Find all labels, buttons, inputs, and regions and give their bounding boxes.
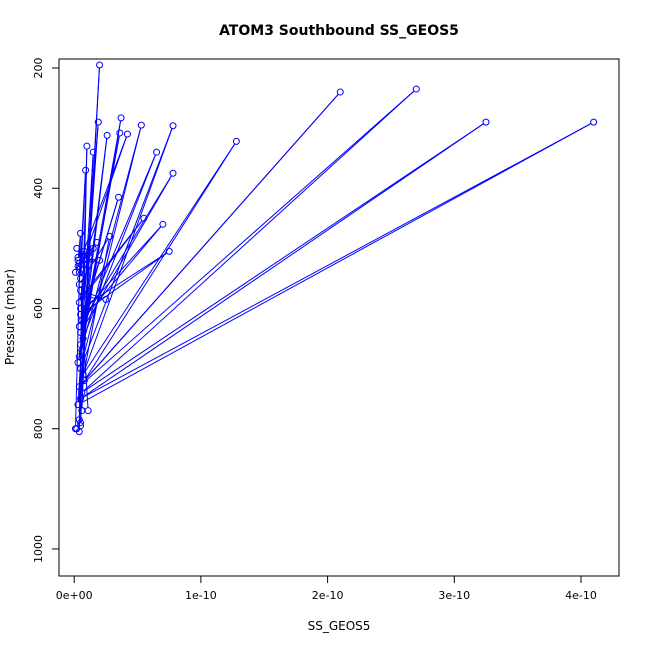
chart-title: ATOM3 Southbound SS_GEOS5 xyxy=(219,23,459,39)
data-point xyxy=(71,268,79,276)
data-point xyxy=(96,256,104,264)
series-line-segment xyxy=(80,121,121,342)
series-line-segment xyxy=(85,296,103,300)
series-line-segment xyxy=(81,257,97,261)
series-line-segment xyxy=(82,123,484,398)
data-point xyxy=(336,88,344,96)
series-line-segment xyxy=(78,128,141,360)
series-line-segment xyxy=(84,123,484,392)
data-point xyxy=(84,407,92,415)
data-point xyxy=(89,244,97,252)
data-point xyxy=(74,256,82,264)
y-axis: 200 400 600 800 1000 xyxy=(32,58,60,563)
series-line-segment xyxy=(81,251,93,276)
data-point xyxy=(94,118,102,126)
data-point xyxy=(75,323,83,331)
x-axis: 0e+00 1e-10 2e-10 3e-10 4e-10 xyxy=(56,575,597,602)
data-point xyxy=(79,371,87,379)
data-point xyxy=(78,389,86,397)
series-line-segment xyxy=(82,125,99,336)
data-point xyxy=(103,131,111,139)
data-point xyxy=(77,229,85,237)
data-point xyxy=(77,365,85,373)
data-point xyxy=(412,85,420,93)
data-point xyxy=(74,401,82,409)
series-line-segment xyxy=(82,200,119,318)
series-line-segment xyxy=(81,155,156,330)
data-point xyxy=(73,244,81,252)
data-point xyxy=(159,220,167,228)
series-line-segment xyxy=(78,137,127,264)
series-line-segment xyxy=(83,220,143,295)
series-line-segment xyxy=(83,252,167,308)
y-tick-label: 1000 xyxy=(32,535,45,563)
data-point xyxy=(153,148,161,156)
data-point xyxy=(96,61,104,69)
y-tick-label: 400 xyxy=(32,178,45,199)
y-tick-label: 800 xyxy=(32,418,45,439)
data-point xyxy=(123,130,131,138)
series-line-segment xyxy=(80,287,83,423)
series-line-segment xyxy=(82,260,97,264)
data-point xyxy=(85,253,93,261)
series-line-segment xyxy=(83,90,415,391)
data-point xyxy=(140,214,148,222)
data-point xyxy=(83,142,91,150)
series-line-segment xyxy=(86,94,339,379)
data-point xyxy=(169,122,177,130)
x-axis-label: SS_GEOS5 xyxy=(308,619,371,633)
data-point xyxy=(590,118,598,126)
series-line-segment xyxy=(81,90,415,385)
data-point xyxy=(232,137,240,145)
data-point xyxy=(80,247,88,255)
x-tick-label: 0e+00 xyxy=(56,589,93,602)
data-point xyxy=(93,238,101,246)
data-point xyxy=(117,114,125,122)
data-point xyxy=(106,232,114,240)
y-axis-label: Pressure (mbar) xyxy=(3,269,17,365)
data-point xyxy=(482,118,490,126)
data-point xyxy=(77,341,85,349)
series-line-segment xyxy=(80,128,142,366)
data-point xyxy=(165,247,173,255)
data-point xyxy=(82,166,90,174)
series-line-segment xyxy=(78,239,110,402)
data-point xyxy=(78,280,86,288)
data-point xyxy=(75,383,83,391)
data-point xyxy=(137,121,145,129)
y-tick-label: 200 xyxy=(32,58,45,79)
y-tick-label: 600 xyxy=(32,298,45,319)
series-line-segment xyxy=(80,123,592,404)
data-point xyxy=(75,298,83,306)
x-tick-label: 4e-10 xyxy=(565,589,597,602)
series-line-segment xyxy=(79,137,127,270)
x-tick-label: 3e-10 xyxy=(438,589,470,602)
data-point xyxy=(89,148,97,156)
data-point xyxy=(115,193,123,201)
data-point xyxy=(79,335,87,343)
x-tick-label: 2e-10 xyxy=(312,589,344,602)
data-point xyxy=(77,422,85,430)
x-tick-label: 1e-10 xyxy=(185,589,217,602)
data-point xyxy=(116,129,124,137)
data-point xyxy=(75,353,83,361)
series-line-segment xyxy=(80,238,109,282)
series-line-segment xyxy=(83,291,103,299)
data-series xyxy=(71,61,598,436)
series-line-segment xyxy=(75,263,78,270)
series-line-segment xyxy=(83,123,591,398)
data-point xyxy=(169,169,177,177)
data-point xyxy=(102,295,110,303)
series-line-segment xyxy=(85,143,236,379)
series-line-segment xyxy=(81,128,173,366)
